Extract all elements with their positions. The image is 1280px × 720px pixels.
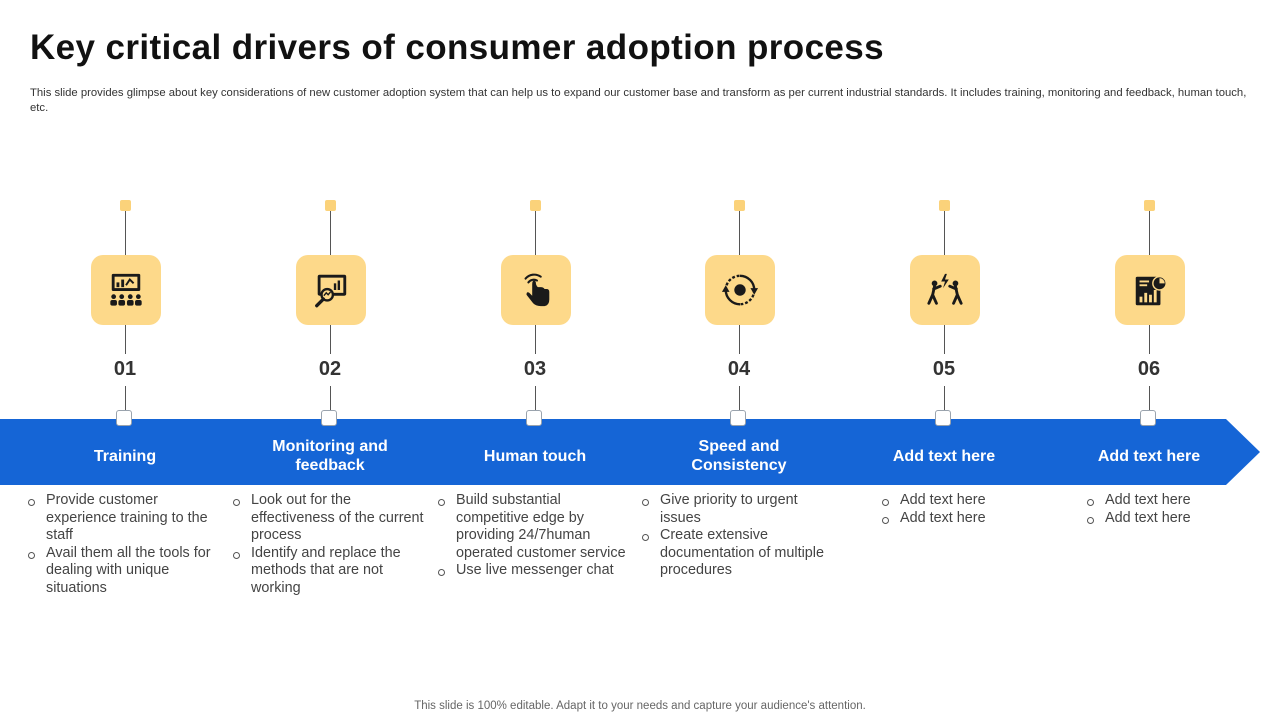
bullet-item: Add text here — [882, 492, 1042, 510]
step-marker-band — [730, 410, 746, 426]
step-icon-box — [296, 255, 366, 325]
step-number: 04 — [727, 358, 751, 380]
step-bullets: Give priority to urgent issues Create ex… — [642, 492, 834, 580]
connector-line — [535, 325, 536, 354]
bullet-item: Build substantial competitive edge by pr… — [438, 492, 630, 562]
step-icon-box — [1115, 255, 1185, 325]
step-marker-band — [321, 410, 337, 426]
step-marker-top — [734, 200, 745, 211]
step-number: 06 — [1137, 358, 1161, 380]
timeline-arrow-band — [0, 419, 1260, 485]
bullet-item: Add text here — [1087, 510, 1247, 528]
step-marker-top — [120, 200, 131, 211]
footer-note: This slide is 100% editable. Adapt it to… — [414, 700, 866, 712]
step-label: Add text here — [1097, 447, 1201, 465]
step-bullets: Add text here Add text here — [1087, 492, 1247, 527]
bullet-item: Use live messenger chat — [438, 562, 630, 580]
connector-line — [739, 325, 740, 354]
bullet-item: Add text here — [1087, 492, 1247, 510]
step-icon-box — [705, 255, 775, 325]
connector-line — [330, 211, 331, 255]
step-label: Monitoring and feedback — [272, 438, 388, 474]
step-label: Add text here — [892, 447, 996, 465]
connector-line — [739, 211, 740, 255]
step-1: 01 Training Provide customer experience … — [23, 0, 228, 720]
competitors-fight-icon — [927, 273, 963, 305]
step-3: 03 Human touch Build substantial competi… — [433, 0, 638, 720]
bullet-item: Give priority to urgent issues — [642, 492, 834, 527]
step-icon-box — [501, 255, 571, 325]
touch-hand-icon — [524, 273, 550, 307]
connector-line — [330, 386, 331, 410]
step-label: Human touch — [483, 447, 587, 465]
step-marker-top — [325, 200, 336, 211]
step-marker-band — [116, 410, 132, 426]
connector-line — [944, 386, 945, 410]
connector-line — [739, 386, 740, 410]
page-title: Key critical drivers of consumer adoptio… — [30, 28, 885, 67]
step-bullets: Provide customer experience training to … — [28, 492, 220, 598]
step-bullets: Look out for the effectiveness of the cu… — [233, 492, 425, 598]
step-number: 05 — [932, 358, 956, 380]
connector-line — [1149, 386, 1150, 410]
step-2: 02 Monitoring and feedback Look out for … — [228, 0, 433, 720]
connector-line — [535, 211, 536, 255]
connector-line — [1149, 325, 1150, 354]
connector-line — [535, 386, 536, 410]
page-subtitle: This slide provides glimpse about key co… — [30, 87, 1247, 114]
bullet-item: Avail them all the tools for dealing wit… — [28, 545, 220, 598]
step-bullets: Add text here Add text here — [882, 492, 1042, 527]
bullet-item: Add text here — [882, 510, 1042, 528]
step-marker-band — [1140, 410, 1156, 426]
step-label: Training — [93, 447, 157, 465]
step-number: 01 — [113, 358, 137, 380]
bullet-item: Create extensive documentation of multip… — [642, 527, 834, 580]
training-presentation-icon — [110, 273, 142, 306]
connector-line — [125, 211, 126, 255]
connector-line — [944, 211, 945, 255]
step-6: 06 Add text here Add text here Add text … — [1047, 0, 1252, 720]
step-marker-top — [939, 200, 950, 211]
step-5: 05 Add text here Add text here Add text … — [842, 0, 1047, 720]
step-bullets: Build substantial competitive edge by pr… — [438, 492, 630, 580]
monitoring-magnifier-icon — [315, 274, 347, 308]
cycle-arrows-icon — [721, 274, 759, 306]
connector-line — [1149, 211, 1150, 255]
bullet-item: Provide customer experience training to … — [28, 492, 220, 545]
report-chart-icon — [1135, 275, 1167, 306]
bullet-item: Look out for the effectiveness of the cu… — [233, 492, 425, 545]
step-marker-top — [1144, 200, 1155, 211]
step-4: 04 Speed and Consistency Give priority t… — [637, 0, 842, 720]
step-number: 03 — [523, 358, 547, 380]
step-marker-band — [935, 410, 951, 426]
step-label: Speed and Consistency — [691, 438, 787, 474]
step-icon-box — [91, 255, 161, 325]
connector-line — [125, 325, 126, 354]
bullet-item: Identify and replace the methods that ar… — [233, 545, 425, 598]
connector-line — [944, 325, 945, 354]
step-number: 02 — [318, 358, 342, 380]
connector-line — [330, 325, 331, 354]
step-marker-band — [526, 410, 542, 426]
step-marker-top — [530, 200, 541, 211]
connector-line — [125, 386, 126, 410]
step-icon-box — [910, 255, 980, 325]
